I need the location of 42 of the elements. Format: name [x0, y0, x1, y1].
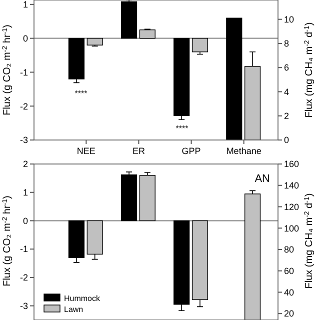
y2-tick-label: 120 — [284, 202, 300, 212]
y-tick-label: 2 — [22, 159, 28, 170]
annotation: **** — [176, 124, 188, 133]
y-tick-label: -3 — [20, 135, 28, 146]
x-tick-label: GPP — [182, 146, 201, 156]
annotation: AN — [254, 172, 270, 185]
legend-label: Hummock — [64, 294, 102, 303]
bar — [192, 38, 208, 52]
bar — [120, 1, 138, 39]
x-tick-label: Methane — [226, 146, 262, 156]
bar — [86, 38, 103, 46]
y-tick-label: -2 — [20, 101, 28, 112]
x-tick-label: ER — [132, 146, 146, 156]
bar — [120, 174, 138, 222]
y-tick-label: 0 — [22, 33, 28, 44]
y2-tick-label: 8 — [284, 38, 290, 49]
y-tick-label: 0 — [22, 216, 28, 226]
y2-tick-label: 2 — [284, 111, 290, 122]
y2-tick-label: 100 — [284, 223, 300, 234]
y2-tick-label: 160 — [284, 159, 300, 170]
y2-tick-label: 0 — [284, 135, 290, 146]
y-tick-label: -1 — [20, 67, 28, 78]
x-tick-label: NEE — [76, 146, 96, 156]
bar — [68, 38, 85, 80]
y2-tick-label: 40 — [284, 287, 294, 298]
y2-tick-label: 20 — [284, 308, 294, 319]
y-tick-label: 1 — [22, 188, 28, 198]
y-tick-label: -1 — [20, 244, 28, 254]
y2-tick-label: 60 — [284, 266, 294, 276]
y2-tick-label: 10 — [284, 14, 294, 24]
y-tick-label: -2 — [20, 272, 28, 283]
y-tick-label: 1 — [22, 0, 28, 10]
y2-tick-label: 80 — [284, 244, 294, 255]
annotation: **** — [74, 88, 88, 98]
bar — [174, 38, 190, 116]
y2-tick-label: 140 — [284, 180, 300, 191]
y2-tick-label: 4 — [284, 86, 290, 97]
bar — [139, 29, 156, 39]
y-tick-label: -3 — [20, 300, 28, 311]
y2-tick-label: 6 — [284, 62, 290, 73]
bar — [139, 174, 156, 222]
legend-label: Lawn — [64, 305, 84, 314]
